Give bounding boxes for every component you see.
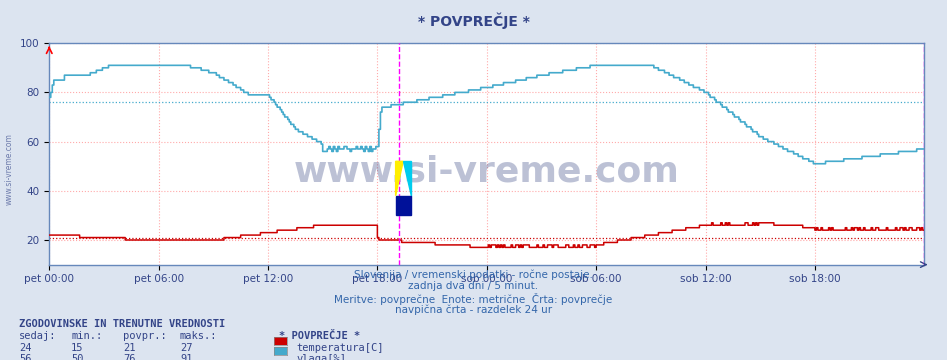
Text: zadnja dva dni / 5 minut.: zadnja dva dni / 5 minut. — [408, 281, 539, 291]
Text: 91: 91 — [180, 354, 192, 360]
Text: * POVPREČJE *: * POVPREČJE * — [279, 331, 361, 341]
Text: 76: 76 — [123, 354, 135, 360]
Text: 21: 21 — [123, 343, 135, 353]
Text: 15: 15 — [71, 343, 83, 353]
Text: Meritve: povprečne  Enote: metrične  Črta: povprečje: Meritve: povprečne Enote: metrične Črta:… — [334, 293, 613, 305]
Text: maks.:: maks.: — [180, 331, 218, 341]
Bar — [396, 196, 411, 215]
Text: www.si-vreme.com: www.si-vreme.com — [294, 154, 680, 189]
Text: povpr.:: povpr.: — [123, 331, 167, 341]
Text: 56: 56 — [19, 354, 31, 360]
Text: Slovenija / vremenski podatki - ročne postaje.: Slovenija / vremenski podatki - ročne po… — [354, 269, 593, 280]
Text: temperatura[C]: temperatura[C] — [296, 343, 384, 353]
Text: 24: 24 — [19, 343, 31, 353]
Text: vlaga[%]: vlaga[%] — [296, 354, 347, 360]
Text: ZGODOVINSKE IN TRENUTNE VREDNOSTI: ZGODOVINSKE IN TRENUTNE VREDNOSTI — [19, 319, 225, 329]
Text: navpična črta - razdelek 24 ur: navpična črta - razdelek 24 ur — [395, 305, 552, 315]
Text: www.si-vreme.com: www.si-vreme.com — [5, 133, 14, 205]
Text: sedaj:: sedaj: — [19, 331, 57, 341]
Text: 50: 50 — [71, 354, 83, 360]
Text: min.:: min.: — [71, 331, 102, 341]
Text: 27: 27 — [180, 343, 192, 353]
Polygon shape — [403, 161, 411, 196]
Polygon shape — [396, 161, 403, 196]
Text: * POVPREČJE *: * POVPREČJE * — [418, 13, 529, 29]
